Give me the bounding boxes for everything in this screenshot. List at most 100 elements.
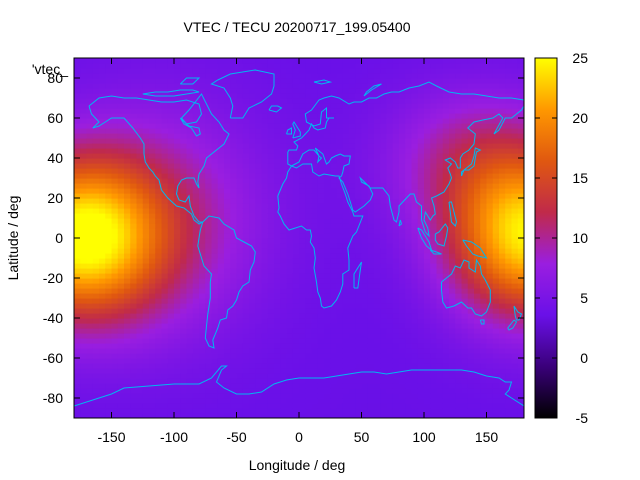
heatmap-cell <box>74 268 81 274</box>
heatmap-cell <box>374 63 381 69</box>
heatmap-cell <box>292 258 300 264</box>
heatmap-cell <box>299 263 306 269</box>
heatmap-cell <box>380 108 388 114</box>
heatmap-cell <box>92 253 100 259</box>
heatmap-cell <box>324 403 331 409</box>
heatmap-cell <box>455 173 463 179</box>
heatmap-cell <box>86 148 94 154</box>
heatmap-cell <box>380 413 388 418</box>
heatmap-cell <box>492 293 500 299</box>
heatmap-cell <box>111 238 119 244</box>
heatmap-cell <box>99 333 106 339</box>
heatmap-cell <box>492 238 500 244</box>
heatmap-cell <box>274 408 281 414</box>
heatmap-cell <box>324 208 331 214</box>
heatmap-cell <box>355 123 363 129</box>
heatmap-cell <box>161 208 169 214</box>
heatmap-cell <box>455 133 463 139</box>
heatmap-cell <box>449 218 456 224</box>
heatmap-cell <box>399 248 406 254</box>
heatmap-cell <box>492 213 500 219</box>
heatmap-cell <box>492 198 500 204</box>
heatmap-cell <box>274 228 281 234</box>
heatmap-cell <box>374 208 381 214</box>
heatmap-cell <box>499 63 506 69</box>
heatmap-cell <box>267 223 275 229</box>
heatmap-cell <box>411 353 419 359</box>
heatmap-cell <box>161 308 169 314</box>
heatmap-cell <box>99 208 106 214</box>
heatmap-cell <box>111 163 119 169</box>
heatmap-cell <box>480 63 488 69</box>
heatmap-cell <box>117 233 125 239</box>
heatmap-cell <box>236 348 244 354</box>
heatmap-cell <box>161 98 169 104</box>
heatmap-cell <box>111 158 119 164</box>
heatmap-cell <box>236 143 244 149</box>
heatmap-cell <box>480 368 488 374</box>
heatmap-cell <box>386 373 394 379</box>
heatmap-cell <box>274 118 281 124</box>
heatmap-cell <box>292 93 300 99</box>
heatmap-cell <box>486 113 494 119</box>
heatmap-cell <box>86 133 94 139</box>
heatmap-cell <box>449 208 456 214</box>
heatmap-cell <box>205 118 213 124</box>
heatmap-cell <box>99 413 106 418</box>
heatmap-cell <box>342 173 350 179</box>
heatmap-cell <box>436 373 444 379</box>
heatmap-cell <box>142 123 150 129</box>
heatmap-cell <box>299 243 306 249</box>
heatmap-cell <box>255 403 263 409</box>
heatmap-cell <box>436 338 444 344</box>
heatmap-cell <box>274 173 281 179</box>
heatmap-cell <box>499 318 506 324</box>
heatmap-cell <box>142 188 150 194</box>
heatmap-cell <box>105 133 113 139</box>
heatmap-cell <box>417 323 425 329</box>
heatmap-cell <box>267 393 275 399</box>
heatmap-cell <box>249 253 256 259</box>
heatmap-cell <box>136 388 144 394</box>
heatmap-cell <box>442 123 450 129</box>
heatmap-cell <box>292 143 300 149</box>
heatmap-cell <box>124 148 131 154</box>
heatmap-cell <box>242 148 250 154</box>
heatmap-cell <box>386 278 394 284</box>
heatmap-cell <box>255 393 263 399</box>
heatmap-cell <box>205 88 213 94</box>
heatmap-cell <box>161 403 169 409</box>
heatmap-cell <box>299 283 306 289</box>
heatmap-cell <box>305 373 313 379</box>
heatmap-cell <box>486 363 494 369</box>
heatmap-cell <box>492 258 500 264</box>
heatmap-cell <box>267 148 275 154</box>
heatmap-cell <box>436 323 444 329</box>
heatmap-cell <box>380 158 388 164</box>
heatmap-cell <box>255 333 263 339</box>
heatmap-cell <box>311 288 319 294</box>
heatmap-cell <box>417 68 425 74</box>
heatmap-cell <box>430 98 438 104</box>
heatmap-cell <box>230 323 238 329</box>
heatmap-cell <box>261 343 269 349</box>
heatmap-cell <box>242 98 250 104</box>
heatmap-cell <box>224 203 231 209</box>
heatmap-cell <box>436 88 444 94</box>
heatmap-cell <box>86 373 94 379</box>
heatmap-cell <box>274 223 281 229</box>
heatmap-cell <box>355 363 363 369</box>
heatmap-cell <box>161 358 169 364</box>
heatmap-cell <box>355 273 363 279</box>
heatmap-cell <box>286 193 294 199</box>
heatmap-cell <box>230 118 238 124</box>
heatmap-cell <box>142 208 150 214</box>
heatmap-cell <box>261 223 269 229</box>
heatmap-cell <box>374 388 381 394</box>
heatmap-cell <box>124 233 131 239</box>
heatmap-cell <box>192 103 200 109</box>
heatmap-cell <box>292 223 300 229</box>
heatmap-cell <box>161 158 169 164</box>
heatmap-cell <box>355 108 363 114</box>
heatmap-cell <box>374 228 381 234</box>
